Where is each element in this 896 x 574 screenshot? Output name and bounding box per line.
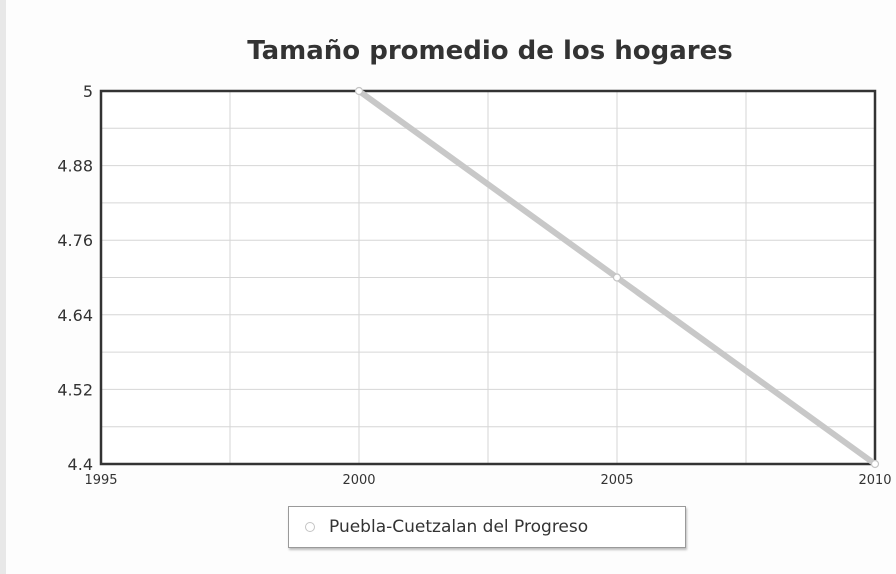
x-tick-label: 2005 bbox=[600, 473, 633, 488]
x-tick-label: 1995 bbox=[84, 473, 117, 488]
data-point bbox=[354, 86, 364, 96]
legend-marker-icon bbox=[305, 522, 315, 532]
y-tick-label: 5 bbox=[83, 82, 93, 101]
legend[interactable]: Puebla-Cuetzalan del Progreso bbox=[288, 506, 686, 548]
data-point bbox=[612, 273, 622, 282]
left-edge-shadow bbox=[0, 0, 6, 574]
y-tick-label: 4.64 bbox=[57, 306, 93, 325]
chart-title: Tamaño promedio de los hogares bbox=[247, 36, 733, 66]
y-tick-label: 4.76 bbox=[57, 231, 93, 250]
y-tick-label: 4.88 bbox=[57, 157, 93, 176]
y-tick-label: 4.52 bbox=[57, 380, 93, 399]
legend-label: Puebla-Cuetzalan del Progreso bbox=[329, 517, 589, 537]
x-tick-label: 2010 bbox=[858, 473, 891, 488]
plot-border bbox=[99, 89, 877, 466]
data-point bbox=[870, 459, 880, 469]
y-tick-label: 4.4 bbox=[68, 455, 93, 474]
x-tick-label: 2000 bbox=[342, 473, 375, 488]
